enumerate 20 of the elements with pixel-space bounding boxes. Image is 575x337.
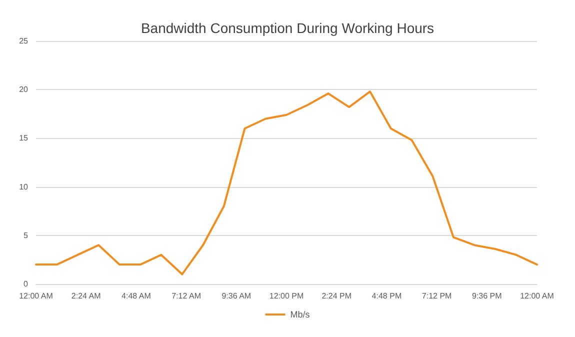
x-tick-label: 12:00 AM xyxy=(520,292,554,300)
y-tick-label: 15 xyxy=(19,134,29,143)
x-tick-label: 4:48 AM xyxy=(122,292,152,300)
y-tick-label: 10 xyxy=(19,182,29,192)
x-tick-label: 9:36 AM xyxy=(222,292,252,300)
legend-label: Mb/s xyxy=(290,310,310,320)
x-tick-label: 12:00 PM xyxy=(269,292,304,300)
x-tick-label: 7:12 AM xyxy=(172,292,202,300)
y-tick-label: 5 xyxy=(24,230,29,240)
y-tick-label: 25 xyxy=(19,36,29,46)
x-tick-label: 2:24 AM xyxy=(71,292,102,300)
x-tick-label: 2:24 PM xyxy=(322,292,352,300)
y-tick-label: 20 xyxy=(19,85,29,94)
x-tick-label: 4:48 PM xyxy=(372,292,402,300)
x-tick-label: 12:00 AM xyxy=(19,292,54,300)
chart-title: Bandwidth Consumption During Working Hours xyxy=(140,20,434,36)
line-series xyxy=(35,90,538,276)
y-tick-label: 0 xyxy=(24,280,29,288)
x-tick-label: 9:36 PM xyxy=(472,292,502,300)
x-tick-label: 7:12 PM xyxy=(422,292,452,300)
